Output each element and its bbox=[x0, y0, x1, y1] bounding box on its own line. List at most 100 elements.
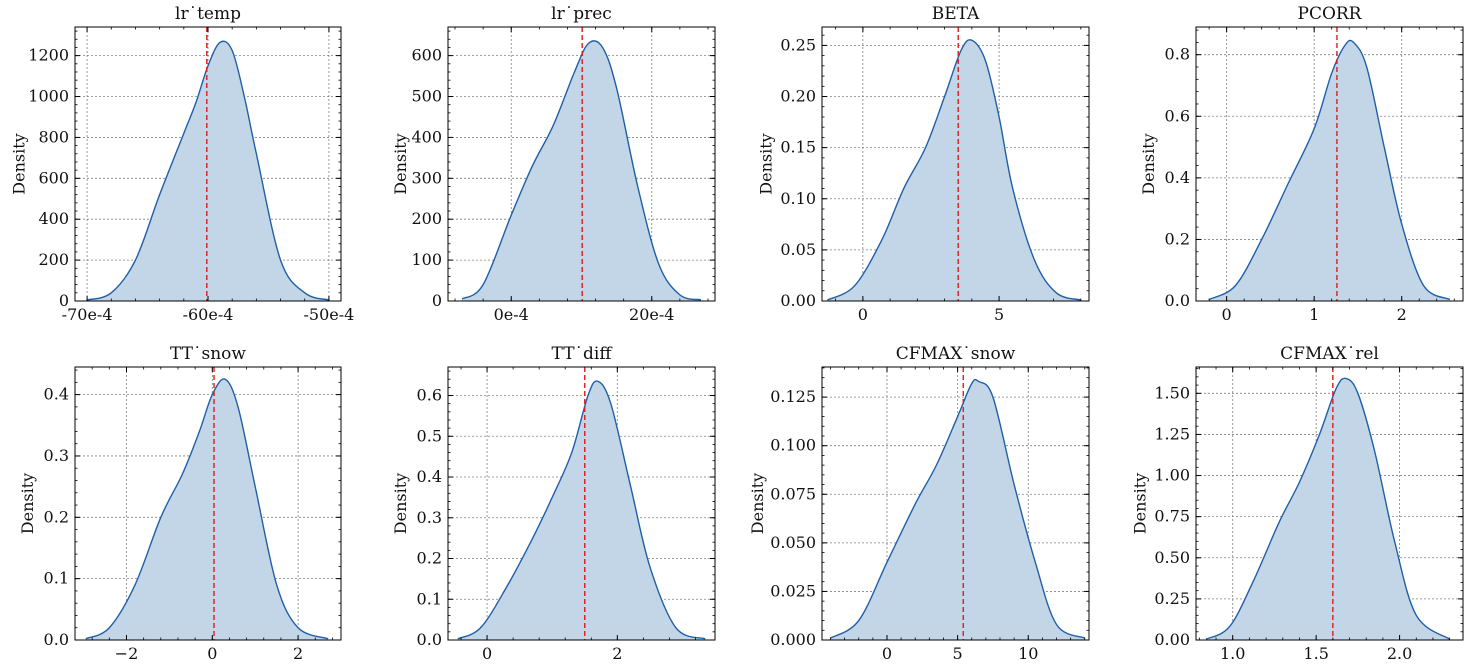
x-tick-label: 2 bbox=[293, 644, 303, 663]
y-tick-label: 500 bbox=[411, 87, 442, 106]
plot-frame bbox=[821, 366, 1090, 641]
x-tick-label: -70e-4 bbox=[62, 305, 113, 324]
density-curve bbox=[1205, 377, 1451, 640]
density-fill bbox=[827, 39, 1081, 302]
y-tick-label: 0.8 bbox=[1165, 45, 1190, 64]
y-tick-label: 0.15 bbox=[780, 138, 816, 157]
panel-title: lr˙temp bbox=[175, 4, 241, 24]
x-tick-label: 5 bbox=[953, 644, 963, 663]
density-curve bbox=[830, 378, 1086, 639]
panel-title: CFMAX˙snow bbox=[896, 344, 1016, 364]
x-tick-label: 0 bbox=[482, 644, 492, 663]
y-tick-label: 0.3 bbox=[417, 508, 442, 527]
y-tick-label: 0.05 bbox=[780, 240, 816, 259]
density-fill bbox=[87, 41, 329, 301]
density-panel: 0e-4 20e-4 0 100 200 300 400 500 600 lr˙prec Densi… bbox=[391, 4, 716, 324]
plot-frame bbox=[821, 26, 1090, 302]
y-tick-label: 400 bbox=[411, 127, 442, 146]
x-tick-label: 10 bbox=[1018, 644, 1038, 663]
density-fill bbox=[1206, 378, 1450, 640]
y-axis-label: Density bbox=[391, 473, 410, 534]
plot-frame bbox=[447, 26, 716, 302]
density-panel: 0 5 0.00 0.05 0.10 0.15 0.20 0.25 BETA Density bbox=[757, 4, 1090, 324]
panel-title: CFMAX˙rel bbox=[1280, 344, 1379, 364]
y-tick-label: 0.1 bbox=[417, 589, 442, 608]
y-tick-label: 0.1 bbox=[44, 569, 69, 588]
y-tick-label: 0.6 bbox=[417, 386, 442, 405]
panel-title: PCORR bbox=[1298, 4, 1363, 24]
panel-title: TT˙snow bbox=[170, 344, 246, 364]
x-tick-label: 2.0 bbox=[1387, 644, 1412, 663]
density-curve bbox=[827, 39, 1082, 301]
density-fill bbox=[85, 378, 329, 640]
x-tick-label: 0 bbox=[858, 305, 868, 324]
y-axis-label: Density bbox=[391, 133, 410, 194]
plot-frame bbox=[447, 366, 716, 641]
x-tick-label: -50e-4 bbox=[303, 305, 354, 324]
panel-title: TT˙diff bbox=[552, 344, 614, 364]
density-curve bbox=[457, 380, 706, 640]
plot-frame bbox=[1195, 366, 1464, 641]
y-tick-label: 0.075 bbox=[770, 484, 816, 503]
y-tick-label: 0.25 bbox=[780, 35, 816, 54]
density-fill bbox=[462, 40, 701, 301]
x-tick-label: 1.5 bbox=[1303, 644, 1328, 663]
y-tick-label: 0 bbox=[59, 291, 69, 310]
x-tick-label: −2 bbox=[115, 644, 139, 663]
x-tick-label: 0 bbox=[882, 644, 892, 663]
x-tick-label: -60e-4 bbox=[183, 305, 234, 324]
y-tick-label: 1.00 bbox=[1154, 466, 1190, 485]
y-tick-label: 300 bbox=[411, 168, 442, 187]
y-tick-label: 0.0 bbox=[44, 630, 69, 649]
y-tick-label: 0.3 bbox=[44, 446, 69, 465]
y-axis-label: Density bbox=[1139, 133, 1158, 194]
y-tick-label: 0.6 bbox=[1165, 106, 1190, 125]
y-axis-label: Density bbox=[10, 133, 29, 194]
density-fill bbox=[457, 380, 706, 640]
panel-title: lr˙prec bbox=[551, 4, 612, 24]
y-tick-label: 0.00 bbox=[780, 291, 816, 310]
y-tick-label: 1200 bbox=[28, 46, 69, 65]
y-tick-label: 0.2 bbox=[44, 507, 69, 526]
y-axis-label: Density bbox=[757, 133, 776, 194]
x-tick-label: 20e-4 bbox=[629, 305, 674, 324]
y-tick-label: 0.2 bbox=[417, 549, 442, 568]
y-tick-label: 0.75 bbox=[1154, 507, 1190, 526]
density-panel: 0 2 0.0 0.1 0.2 0.3 0.4 0.5 0.6 TT˙diff Density bbox=[391, 344, 716, 663]
y-tick-label: 0.25 bbox=[1154, 589, 1190, 608]
y-tick-label: 200 bbox=[411, 209, 442, 228]
density-panel: −2 0 2 0.0 0.1 0.2 0.3 0.4 TT˙snow Density bbox=[18, 344, 342, 663]
density-panel: 1.0 1.5 2.0 0.00 0.25 0.50 0.75 1.00 1.25 1.50 CFM… bbox=[1131, 344, 1464, 663]
y-tick-label: 0.2 bbox=[1165, 229, 1190, 248]
y-tick-label: 600 bbox=[38, 168, 69, 187]
y-tick-label: 100 bbox=[411, 250, 442, 269]
y-tick-label: 0.00 bbox=[1154, 630, 1190, 649]
y-tick-label: 1.25 bbox=[1154, 424, 1190, 443]
panel-title: BETA bbox=[932, 4, 980, 24]
density-curve bbox=[86, 40, 330, 301]
x-tick-label: 1.0 bbox=[1220, 644, 1245, 663]
y-tick-label: 0.100 bbox=[770, 436, 816, 455]
density-panel: 0 1 2 0.0 0.2 0.4 0.6 0.8 PCORR Density bbox=[1139, 4, 1464, 324]
y-axis-label: Density bbox=[18, 473, 37, 534]
density-fill bbox=[830, 379, 1085, 640]
y-tick-label: 1000 bbox=[28, 87, 69, 106]
x-tick-label: 2 bbox=[1397, 305, 1407, 324]
y-tick-label: 1.50 bbox=[1154, 383, 1190, 402]
y-tick-label: 200 bbox=[38, 250, 69, 269]
y-tick-label: 0.0 bbox=[417, 630, 442, 649]
density-panel: 0 5 10 0.000 0.025 0.050 0.075 0.100 0.125 CFMAX˙… bbox=[748, 344, 1090, 663]
density-panel: -70e-4 -60e-4 -50e-4 0 200 400 600 800 1000 1200 l… bbox=[10, 4, 355, 324]
y-tick-label: 0.4 bbox=[417, 467, 442, 486]
plot-frame bbox=[1195, 26, 1464, 302]
x-tick-label: 0 bbox=[207, 644, 217, 663]
density-curve bbox=[461, 40, 702, 301]
density-curve bbox=[1208, 39, 1451, 301]
y-tick-label: 0.20 bbox=[780, 87, 816, 106]
y-tick-label: 0.050 bbox=[770, 533, 816, 552]
density-fill bbox=[1209, 40, 1450, 302]
y-tick-label: 0.125 bbox=[770, 387, 816, 406]
x-tick-label: 1 bbox=[1309, 305, 1319, 324]
x-tick-label: 0e-4 bbox=[494, 305, 529, 324]
